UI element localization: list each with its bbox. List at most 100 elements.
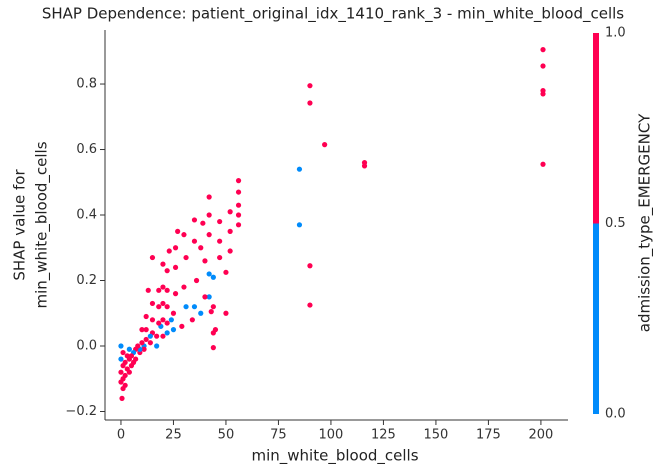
point: [200, 220, 206, 226]
point: [160, 300, 166, 307]
colorbar-tick-label: 0.0: [605, 407, 626, 422]
point: [128, 363, 135, 369]
point: [166, 248, 172, 254]
colorbar-segment: [593, 33, 599, 224]
point: [540, 91, 546, 97]
point: [139, 327, 145, 333]
point: [170, 310, 177, 316]
point: [235, 222, 242, 228]
point: [143, 327, 149, 333]
point: [191, 238, 198, 244]
point: [540, 63, 546, 69]
point: [172, 245, 179, 251]
point: [181, 284, 187, 290]
point: [164, 287, 170, 293]
x-axis-label: min_white_blood_cells: [251, 447, 418, 466]
colorbar-label: admission_type_EMERGENCY: [636, 113, 655, 332]
point: [235, 178, 242, 184]
point: [193, 277, 200, 284]
point: [154, 333, 160, 339]
point: [120, 385, 126, 392]
point: [227, 228, 233, 234]
point: [172, 291, 179, 297]
point: [296, 166, 303, 172]
point: [206, 232, 212, 238]
point: [164, 320, 170, 326]
point: [172, 264, 179, 271]
point: [223, 310, 229, 316]
point: [154, 343, 160, 349]
point: [170, 327, 177, 333]
point: [206, 271, 212, 277]
point: [198, 245, 204, 251]
point: [120, 349, 126, 356]
x-tick-label: 150: [424, 428, 449, 443]
point: [118, 356, 124, 362]
chart-title: SHAP Dependence: patient_original_idx_14…: [42, 5, 624, 24]
point: [147, 333, 153, 339]
x-tick-label: 50: [218, 428, 235, 443]
y-tick-label: 0.4: [76, 208, 97, 223]
point: [307, 100, 313, 106]
point: [164, 304, 170, 310]
x-tick-label: 75: [270, 428, 287, 443]
y-axis-label: SHAP value for: [11, 169, 29, 281]
point: [124, 353, 130, 359]
point: [164, 330, 170, 336]
point: [206, 294, 212, 300]
point: [235, 212, 242, 218]
colorbar-tick-label: 0.5: [605, 216, 626, 231]
point: [202, 294, 208, 300]
point: [307, 302, 313, 308]
point: [202, 258, 208, 264]
point: [217, 218, 223, 225]
point: [227, 248, 233, 254]
point: [124, 366, 130, 372]
point: [189, 317, 195, 323]
point: [206, 194, 212, 200]
point: [147, 340, 153, 346]
y-tick-label: 0.8: [76, 77, 97, 92]
point: [210, 304, 216, 310]
point: [191, 304, 198, 310]
point: [139, 340, 145, 346]
point: [126, 346, 132, 352]
point: [160, 317, 166, 323]
point: [145, 287, 151, 293]
point: [179, 323, 185, 329]
point: [212, 327, 219, 333]
point: [181, 232, 187, 238]
point: [208, 309, 214, 315]
point: [164, 268, 170, 274]
point: [156, 304, 162, 310]
y-tick-label: 0.2: [76, 273, 97, 288]
point: [160, 261, 166, 267]
point: [227, 209, 233, 215]
y-tick-label: 0.6: [76, 142, 97, 157]
point: [223, 269, 229, 275]
point: [235, 189, 242, 195]
point: [119, 395, 125, 401]
point: [296, 222, 303, 228]
point: [160, 333, 166, 339]
point: [322, 142, 328, 148]
x-tick-label: 0: [117, 428, 125, 443]
point: [120, 363, 126, 369]
point: [307, 263, 313, 269]
point: [143, 336, 149, 343]
point: [210, 274, 216, 280]
point: [143, 313, 149, 320]
colorbar-segment: [593, 223, 599, 414]
point: [118, 379, 124, 385]
y-axis-label: min_white_blood_cells: [33, 141, 52, 308]
point: [217, 254, 223, 261]
point: [210, 345, 216, 351]
x-tick-label: 125: [371, 428, 396, 443]
point: [156, 287, 162, 293]
y-tick-label: 0.0: [76, 338, 97, 353]
point: [168, 317, 174, 323]
point: [206, 212, 212, 218]
point: [540, 161, 546, 167]
x-tick-label: 25: [165, 428, 182, 443]
point: [118, 369, 124, 375]
